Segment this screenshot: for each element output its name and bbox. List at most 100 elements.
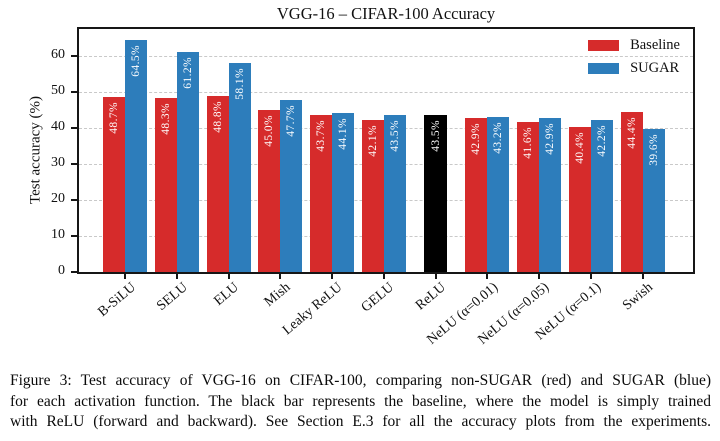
bar-value-label: 42.1% [362, 125, 384, 157]
legend-label-sugar: SUGAR [630, 60, 680, 76]
x-tick-mark [382, 274, 385, 279]
bar-value-label: 44.4% [621, 117, 643, 149]
x-tick-mark [331, 274, 333, 279]
chart-title: VGG-16 – CIFAR-100 Accuracy [276, 4, 496, 23]
bar-value-text: 45.0% [263, 115, 276, 147]
bar-value-text: 42.9% [544, 122, 556, 155]
x-tick-label-mish: Mish [262, 280, 294, 311]
bar-value-label: 47.7% [280, 105, 302, 137]
bar-relu-baseline: 43.5% [424, 115, 447, 272]
bar-value-text: 42.2% [595, 125, 608, 157]
y-tick-label: 30 [51, 155, 65, 170]
bar-value-label: 48.3% [155, 103, 177, 135]
bar-sugar-leaky-relu: 44.1% [332, 113, 354, 272]
bar-sugar-b-silu: 64.5% [125, 39, 147, 272]
bar-baseline-nelu-0-01: 42.9% [465, 117, 488, 272]
bar-value-text: 48.7% [108, 101, 120, 134]
caption-line-2: for each activation function. The black … [10, 392, 711, 410]
bar-value-text: 61.2% [181, 56, 194, 89]
x-tick-label-b-silu: B-SiLU [95, 280, 139, 320]
bar-baseline-b-silu: 48.7% [103, 96, 125, 272]
bar-value-label: 41.6% [517, 127, 539, 159]
x-tick-mark [538, 274, 540, 279]
y-tick-label: 10 [51, 227, 65, 242]
x-tick-label-elu: ELU [211, 280, 243, 309]
bar-value-text: 43.5% [429, 120, 442, 153]
bar-value-text: 41.6% [522, 127, 534, 159]
x-tick-mark [227, 274, 230, 279]
x-tick-label-swish: Swish [620, 280, 657, 314]
y-tick-label: 60 [51, 47, 65, 62]
bar-value-label: 40.4% [569, 132, 591, 164]
x-tick-mark [175, 274, 178, 279]
legend-swatch-baseline [588, 40, 620, 51]
x-tick-mark [279, 274, 282, 279]
x-tick-label-relu: ReLU [413, 280, 450, 314]
x-tick-mark [641, 274, 644, 279]
x-tick-label-selu: SELU [153, 280, 191, 314]
y-tick-mark [71, 163, 78, 165]
y-tick-label: 20 [51, 191, 65, 206]
y-tick-label: 50 [51, 83, 65, 98]
legend-label-baseline: Baseline [630, 37, 680, 53]
bar-sugar-nelu-0-1: 42.2% [590, 120, 613, 272]
bar-value-text: 40.4% [573, 131, 586, 164]
gridline-50 [79, 92, 693, 93]
y-axis-title-text: Test accuracy (%) [27, 95, 44, 205]
bar-value-text: 44.1% [337, 118, 349, 150]
legend-item-baseline: Baseline [588, 37, 680, 54]
y-tick-mark [71, 235, 78, 237]
bar-baseline-nelu-0-05: 41.6% [517, 122, 539, 272]
bar-value-text: 43.2% [492, 121, 505, 154]
legend-swatch-sugar [588, 63, 620, 74]
bar-sugar-gelu: 43.5% [383, 115, 406, 272]
bar-baseline-swish: 44.4% [620, 112, 643, 272]
x-tick-mark [486, 274, 489, 279]
y-tick-mark [71, 91, 78, 93]
y-tick-mark [71, 271, 78, 273]
bar-value-text: 39.6% [647, 134, 660, 167]
y-tick-mark [71, 127, 78, 129]
y-tick-mark [71, 199, 78, 201]
bar-value-text: 64.5% [130, 44, 142, 77]
bar-value-text: 43.5% [388, 120, 401, 153]
bar-sugar-elu: 58.1% [228, 62, 251, 272]
bar-value-text: 42.1% [366, 125, 379, 158]
bar-value-label: 48.7% [103, 102, 125, 134]
figure-caption: Figure 3: Test accuracy of VGG-16 on CIF… [10, 371, 711, 433]
bar-value-text: 48.8% [211, 101, 224, 134]
bar-value-text: 43.7% [315, 119, 327, 152]
bar-value-label: 42.9% [539, 123, 561, 155]
x-tick-mark [589, 274, 592, 279]
bar-baseline-selu: 48.3% [154, 98, 177, 272]
legend-item-sugar: SUGAR [588, 60, 680, 77]
y-tick-mark [71, 55, 78, 57]
x-tick-label-gelu: GELU [359, 280, 398, 316]
bar-value-label: 44.1% [332, 118, 354, 150]
bar-value-label: 39.6% [643, 134, 665, 166]
bar-value-text: 42.9% [470, 122, 483, 155]
bar-value-label: 64.5% [125, 45, 147, 77]
bar-value-label: 58.1% [229, 68, 251, 100]
bar-baseline-leaky-relu: 43.7% [310, 114, 332, 272]
bar-value-text: 48.3% [159, 103, 172, 135]
bar-baseline-gelu: 42.1% [361, 120, 384, 272]
bar-value-label: 61.2% [177, 57, 199, 89]
bar-value-text: 47.7% [285, 105, 298, 138]
caption-line-1: Figure 3: Test accuracy of VGG-16 on CIF… [10, 372, 711, 389]
gridline-60 [79, 56, 693, 57]
bar-sugar-mish: 47.7% [280, 100, 303, 272]
bar-baseline-nelu-0-1: 40.4% [568, 126, 591, 272]
bar-value-label: 43.2% [487, 122, 509, 154]
bar-value-label: 43.5% [384, 120, 406, 152]
bar-sugar-nelu-0-05: 42.9% [539, 117, 561, 272]
bar-value-label: 43.5% [424, 120, 447, 152]
bar-baseline-mish: 45.0% [258, 110, 281, 272]
bar-value-label: 42.9% [465, 123, 487, 155]
bar-sugar-selu: 61.2% [176, 51, 199, 272]
x-tick-mark [434, 274, 437, 279]
bar-value-label: 48.8% [207, 101, 229, 133]
bar-value-label: 45.0% [258, 115, 280, 147]
y-tick-label: 0 [58, 263, 65, 278]
